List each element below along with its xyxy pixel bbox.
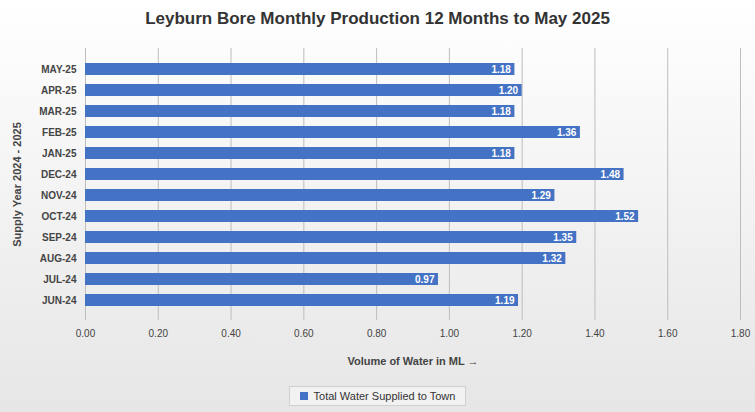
html-text:Leyburn Bore Monthly Productio: Leyburn Bore Monthly Production 12 Month… xyxy=(145,9,610,28)
svg-text:0.40: 0.40 xyxy=(221,328,241,339)
svg-text:MAY-25: MAY-25 xyxy=(41,64,77,75)
svg-text:1.18: 1.18 xyxy=(491,148,511,159)
svg-text:JAN-25: JAN-25 xyxy=(42,148,77,159)
svg-text:1.35: 1.35 xyxy=(553,232,573,243)
html-text:Total Water Supplied to Town: Total Water Supplied to Town xyxy=(313,390,456,402)
svg-text:0.00: 0.00 xyxy=(76,328,96,339)
svg-text:0.60: 0.60 xyxy=(294,328,314,339)
svg-text:1.32: 1.32 xyxy=(542,253,562,264)
svg-text:1.18: 1.18 xyxy=(491,106,511,117)
svg-text:1.00: 1.00 xyxy=(440,328,460,339)
svg-text:1.40: 1.40 xyxy=(585,328,605,339)
svg-text:1.60: 1.60 xyxy=(658,328,678,339)
svg-text:1.29: 1.29 xyxy=(531,190,551,201)
svg-text:Volume of Water in ML →: Volume of Water in ML → xyxy=(347,355,478,367)
svg-text:APR-25: APR-25 xyxy=(41,85,77,96)
svg-text:OCT-24: OCT-24 xyxy=(41,211,76,222)
svg-text:1.52: 1.52 xyxy=(615,211,635,222)
svg-text:1.18: 1.18 xyxy=(491,64,511,75)
svg-text:JUL-24: JUL-24 xyxy=(43,274,77,285)
svg-text:1.19: 1.19 xyxy=(495,295,515,306)
svg-text:0.20: 0.20 xyxy=(149,328,169,339)
svg-text:Supply Year 2024 - 2025: Supply Year 2024 - 2025 xyxy=(11,122,23,247)
svg-text:1.36: 1.36 xyxy=(557,127,577,138)
svg-text:JUN-24: JUN-24 xyxy=(42,295,77,306)
svg-text:DEC-24: DEC-24 xyxy=(41,169,77,180)
svg-text:1.20: 1.20 xyxy=(512,328,532,339)
svg-text:0.80: 0.80 xyxy=(367,328,387,339)
svg-text:1.20: 1.20 xyxy=(499,85,519,96)
svg-text:NOV-24: NOV-24 xyxy=(41,190,77,201)
svg-text:SEP-24: SEP-24 xyxy=(42,232,77,243)
svg-text:AUG-24: AUG-24 xyxy=(40,253,77,264)
svg-text:MAR-25: MAR-25 xyxy=(39,106,77,117)
svg-text:FEB-25: FEB-25 xyxy=(42,127,77,138)
svg-text:1.48: 1.48 xyxy=(601,169,621,180)
svg-text:1.80: 1.80 xyxy=(731,328,751,339)
svg-text:0.97: 0.97 xyxy=(415,274,435,285)
